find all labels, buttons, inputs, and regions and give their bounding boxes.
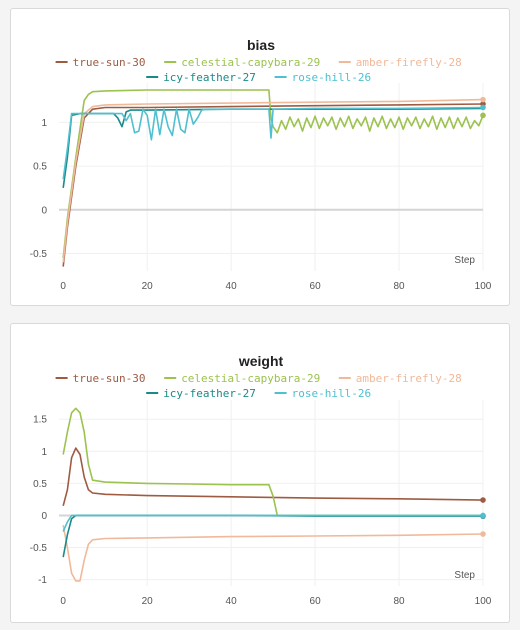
x-tick-label: 40 — [226, 596, 238, 607]
legend-label: celestial-capybara-29 — [181, 56, 320, 69]
legend-item-icy-feather-27[interactable]: icy-feather-27 — [146, 71, 256, 84]
legend-label: amber-firefly-28 — [356, 372, 462, 385]
series-end-marker-amber-firefly-28 — [480, 531, 486, 537]
bias-chart-panel[interactable]: bias true-sun-30 celestial-capybara-29 ambe… — [10, 8, 510, 306]
y-tick-label: 1 — [41, 447, 47, 458]
x-tick-label: 20 — [142, 596, 154, 607]
x-tick-label: 60 — [310, 281, 322, 292]
legend-item-celestial-capybara-29[interactable]: celestial-capybara-29 — [164, 372, 320, 385]
legend-label: amber-firefly-28 — [356, 56, 462, 69]
x-tick-label: 100 — [475, 596, 492, 607]
x-tick-label: 40 — [226, 281, 238, 292]
weight-chart-panel[interactable]: weight true-sun-30 celestial-capybara-29 am… — [10, 323, 510, 623]
chart-title: bias — [247, 37, 275, 53]
weight-chart: weight true-sun-30 celestial-capybara-29 am… — [30, 353, 492, 607]
legend-item-rose-hill-26[interactable]: rose-hill-26 — [274, 71, 371, 84]
legend-label: icy-feather-27 — [163, 71, 256, 84]
y-tick-label: 0.5 — [33, 479, 47, 490]
series-line-rose-hill-26[interactable] — [62, 514, 483, 532]
legend-label: rose-hill-26 — [292, 387, 371, 400]
series-end-marker-amber-firefly-28 — [480, 96, 486, 103]
legend-item-celestial-capybara-29[interactable]: celestial-capybara-29 — [164, 56, 320, 69]
x-tick-label: 80 — [393, 596, 405, 607]
x-tick-label: 20 — [142, 281, 154, 292]
legend-item-amber-firefly-28[interactable]: amber-firefly-28 — [338, 372, 462, 385]
legend-label: rose-hill-26 — [292, 71, 371, 84]
x-axis-label: Step — [454, 255, 475, 266]
y-tick-label: -0.5 — [30, 249, 48, 260]
y-tick-label: 1.5 — [33, 415, 47, 426]
legend-label: true-sun-30 — [73, 56, 146, 69]
legend-item-amber-firefly-28[interactable]: amber-firefly-28 — [338, 56, 462, 69]
x-tick-label: 80 — [393, 281, 405, 292]
x-tick-label: 100 — [475, 281, 492, 292]
series-line-true-sun-30[interactable] — [62, 447, 484, 507]
y-tick-label: 0.5 — [33, 162, 47, 173]
legend-item-rose-hill-26[interactable]: rose-hill-26 — [274, 387, 371, 400]
y-tick-label: -0.5 — [30, 543, 48, 554]
bias-chart: bias true-sun-30 celestial-capybara-29 ambe… — [30, 37, 492, 292]
legend-label: celestial-capybara-29 — [181, 372, 320, 385]
series-line-rose-hill-26[interactable] — [62, 106, 484, 180]
x-tick-label: 0 — [60, 596, 66, 607]
legend-label: true-sun-30 — [73, 372, 146, 385]
y-tick-label: 0 — [41, 205, 47, 216]
series-line-celestial-capybara-29[interactable] — [62, 89, 484, 258]
series-end-marker-rose-hill-26 — [480, 104, 486, 111]
y-tick-label: 0 — [41, 511, 47, 522]
y-tick-label: 1 — [41, 118, 47, 129]
legend-label: icy-feather-27 — [163, 387, 256, 400]
legend-item-true-sun-30[interactable]: true-sun-30 — [55, 56, 146, 69]
y-tick-label: -1 — [38, 575, 47, 586]
legend-item-true-sun-30[interactable]: true-sun-30 — [55, 372, 146, 385]
series-end-marker-celestial-capybara-29 — [480, 112, 486, 119]
series-end-marker-rose-hill-26 — [480, 512, 486, 519]
x-axis-label: Step — [454, 570, 475, 581]
series-line-amber-firefly-28[interactable] — [62, 98, 484, 263]
series-end-marker-true-sun-30 — [480, 497, 486, 503]
series-line-amber-firefly-28[interactable] — [62, 524, 484, 582]
chart-title: weight — [238, 353, 284, 369]
legend-item-icy-feather-27[interactable]: icy-feather-27 — [146, 387, 256, 400]
x-tick-label: 60 — [310, 596, 322, 607]
x-tick-label: 0 — [60, 281, 66, 292]
